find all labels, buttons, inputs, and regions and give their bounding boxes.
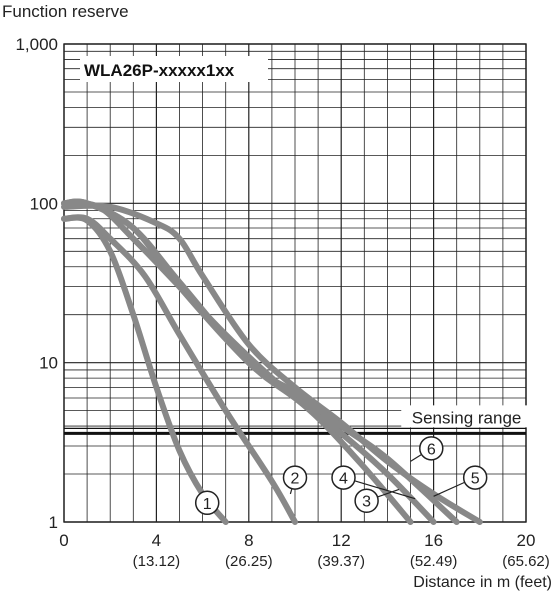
callout-label: 2 [291,471,300,488]
series-lines [61,198,483,525]
series-line-2 [61,214,298,525]
x-tick-sublabel: (26.25) [225,553,273,570]
callout-leader [377,488,400,498]
callout-circle [331,465,356,490]
x-tick-label: 8 [244,531,253,550]
y-tick-label: 100 [30,194,58,213]
series-callouts: 1 2 34 5 6 [194,436,488,516]
callout-leader [354,480,416,500]
callout-label: 3 [362,494,371,511]
callout-circle [462,465,488,490]
model-label-group: WLA26P-xxxxx1xx [80,56,268,82]
y-axis-title: Function reserve [2,2,129,21]
x-tick-label: 4 [152,531,161,550]
grid-lines [63,43,527,523]
callout-label: 6 [427,441,436,458]
model-label: WLA26P-xxxxx1xx [84,61,235,80]
y-tick-label: 1,000 [15,35,58,54]
x-tick-sublabel: (39.37) [317,553,365,570]
x-tick-sublabel: (13.12) [133,553,181,570]
callout-circle [354,488,379,513]
x-tick-label: 0 [59,531,68,550]
callout-circle [282,465,308,490]
x-tick-sublabel: (65.62) [502,553,550,570]
callout-leader [289,488,293,495]
x-tick-sublabel: (52.49) [410,553,458,570]
sensing-range-label-bg [401,405,528,428]
callout-circle [419,436,444,461]
callout-leader [433,481,465,497]
callout-label: 1 [203,496,212,513]
callout-circle [194,490,220,516]
series-line-6 [61,198,460,525]
x-tick-label: 12 [332,531,351,550]
callout-leader [410,454,422,462]
x-tick-label: 16 [424,531,443,550]
callout-label: 5 [471,471,480,488]
x-tick-label: 20 [517,531,536,550]
model-label-bg [80,56,268,82]
y-tick-label: 10 [39,354,58,373]
sensing-range-band: Sensing range [64,405,528,435]
y-tick-label: 1 [49,513,58,532]
callout-label: 4 [339,471,348,488]
sensing-range-label: Sensing range [412,408,522,427]
x-axis-title: Distance in m (feet) [413,574,552,591]
